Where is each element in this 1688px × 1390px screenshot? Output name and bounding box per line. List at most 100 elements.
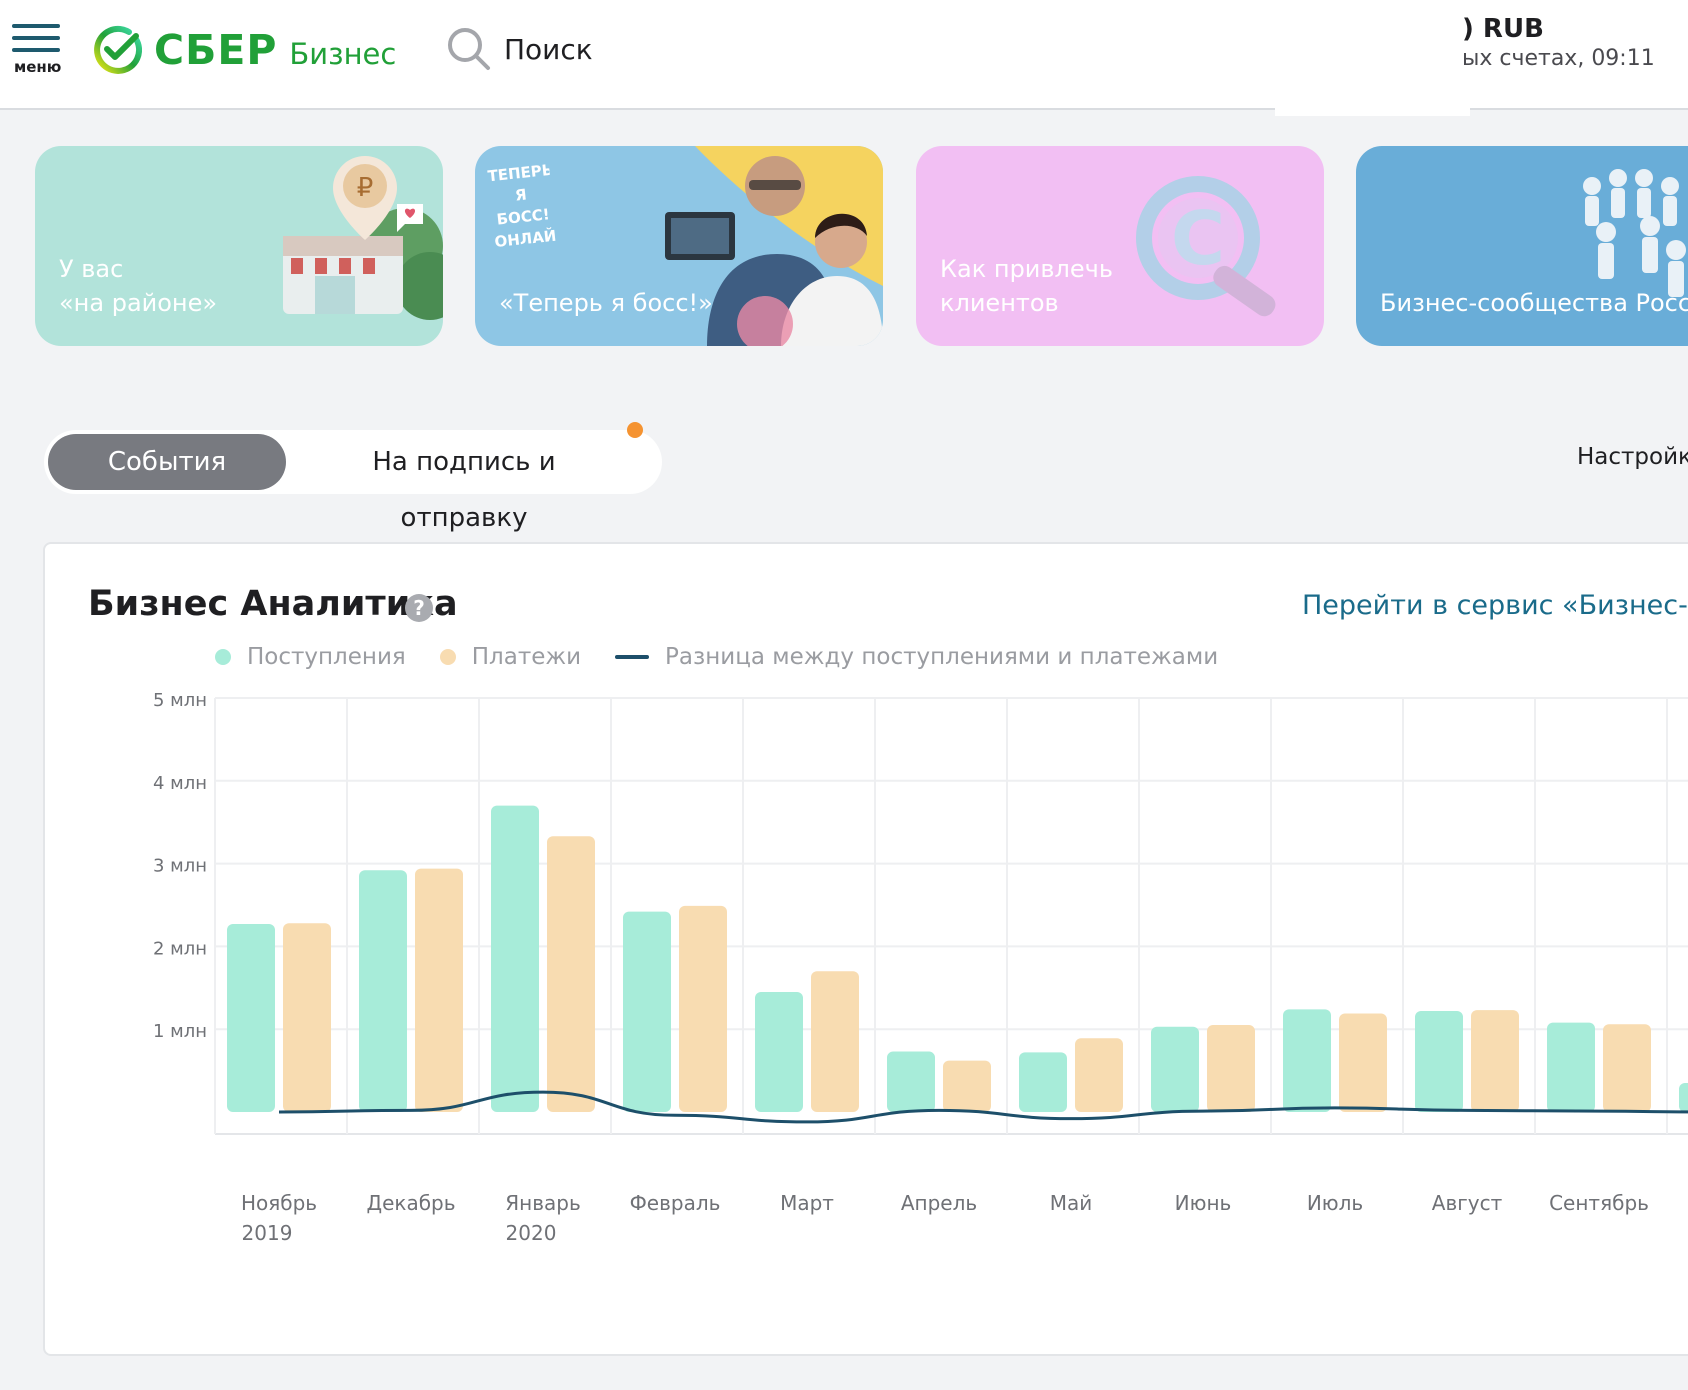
- income-bar: [1415, 1010, 1463, 1112]
- x-tick-label: Ноябрь: [241, 1191, 317, 1215]
- boss-show-badge: ТЕПЕРЬ Я БОСС! ОНЛАЙН: [486, 160, 558, 252]
- payments-bar: [1207, 1025, 1255, 1112]
- business-analytics-panel: Бизнес Аналитика ? Перейти в сервис «Биз…: [43, 542, 1688, 1356]
- svg-text:₽: ₽: [357, 173, 374, 203]
- chart-legend: Поступления Платежи Разница между поступ…: [215, 644, 1252, 670]
- x-tick-label: Июнь: [1175, 1191, 1232, 1215]
- promo-line1: Бизнес-сообщества Росси: [1380, 289, 1688, 317]
- promo-card-communities[interactable]: Бизнес-сообщества Росси: [1356, 146, 1688, 346]
- legend-difference[interactable]: Разница между поступлениями и платежами: [615, 644, 1218, 670]
- hamburger-line: [12, 36, 60, 40]
- legend-payments[interactable]: Платежи: [439, 644, 582, 670]
- search-icon: [448, 28, 490, 70]
- search-label: Поиск: [504, 32, 593, 66]
- x-tick-label: Май: [1050, 1191, 1093, 1215]
- promo-line2: «на районе»: [59, 289, 218, 317]
- sber-business-logo[interactable]: СБЕР Бизнес: [92, 24, 396, 76]
- payments-bar: [415, 868, 463, 1112]
- payments-bar: [679, 905, 727, 1112]
- boss-show-illustration: [665, 146, 883, 346]
- copyright-magnifier-illustration: C: [1136, 176, 1276, 317]
- help-icon[interactable]: ?: [405, 594, 433, 622]
- legend-income[interactable]: Поступления: [215, 644, 406, 670]
- events-tabs: События На подпись и отправку: [44, 430, 662, 533]
- x-tick-label: Сентябрь: [1549, 1191, 1649, 1215]
- y-tick-label: 3 млн: [153, 856, 207, 877]
- x-tick-label: Июль: [1307, 1191, 1363, 1215]
- x-tick-sublabel: 2019: [242, 1221, 293, 1245]
- payments-bar: [943, 1060, 991, 1112]
- tab-sign-and-send[interactable]: На подпись и отправку: [372, 447, 556, 533]
- promo-card-district[interactable]: ₽ У вас «на районе»: [35, 146, 443, 346]
- promo-line1: «Теперь я босс!»: [499, 289, 713, 317]
- promo-line2: клиентов: [940, 289, 1059, 317]
- income-bar-partial: [1679, 1083, 1688, 1112]
- x-tick-sublabel: 2020: [506, 1221, 557, 1245]
- panel-title: Бизнес Аналитика: [88, 584, 458, 624]
- settings-link[interactable]: Настройка: [1577, 444, 1688, 470]
- analytics-bar-chart: 5 млн 4 млн 3 млн 2 млн 1 млн Ноябрь 2019 Декаб…: [153, 690, 1688, 1245]
- legend-difference-swatch: [615, 655, 650, 659]
- legend-payments-swatch: [439, 649, 456, 665]
- sber-logo-icon: [94, 25, 142, 74]
- y-tick-label: 5 млн: [153, 690, 207, 711]
- income-bar: [227, 924, 275, 1112]
- promo-text: «Теперь я босс!»: [499, 286, 713, 320]
- balance-info: ых счетах, 09:11: [1462, 46, 1655, 71]
- brand-subtitle: Бизнес: [289, 37, 397, 71]
- menu-label: меню: [14, 58, 62, 76]
- payments-bar: [1471, 1010, 1519, 1112]
- tab-events[interactable]: События: [48, 434, 286, 490]
- payments-bar: [1075, 1038, 1123, 1112]
- hamburger-line: [12, 24, 60, 28]
- x-tick-label: Апрель: [901, 1191, 977, 1215]
- payments-bar: [1339, 1013, 1387, 1112]
- x-tick-label: Декабрь: [366, 1191, 455, 1215]
- payments-bar: [811, 971, 859, 1112]
- payments-bar: [1603, 1024, 1651, 1112]
- y-tick-label: 4 млн: [153, 773, 207, 794]
- x-tick-label: Январь: [505, 1191, 581, 1215]
- difference-line: [278, 1090, 1688, 1124]
- x-tick-label: Март: [780, 1191, 834, 1215]
- income-bar: [755, 991, 803, 1112]
- income-bar: [359, 870, 407, 1112]
- payments-bar: [283, 923, 331, 1112]
- income-bar: [491, 805, 539, 1112]
- y-tick-label: 2 млн: [153, 938, 207, 959]
- balance-amount: ) RUB: [1462, 14, 1544, 44]
- promo-text: Как привлечь клиентов: [940, 252, 1113, 320]
- balance-summary[interactable]: ) RUB ых счетах, 09:11: [1462, 14, 1688, 71]
- income-bar: [1547, 1022, 1595, 1112]
- header-notch: [1275, 100, 1470, 116]
- shop-location-illustration: ₽: [283, 156, 443, 320]
- legend-income-swatch: [215, 649, 231, 665]
- promo-line1: Как привлечь: [940, 255, 1113, 283]
- income-bar: [1283, 1009, 1331, 1112]
- search-button[interactable]: Поиск: [446, 26, 593, 72]
- hamburger-line: [12, 48, 60, 52]
- x-tick-label: Февраль: [630, 1191, 721, 1215]
- x-tick-label: Август: [1432, 1191, 1503, 1215]
- y-tick-label: 1 млн: [153, 1021, 207, 1042]
- brand-name: СБЕР: [154, 26, 278, 74]
- income-bar: [623, 911, 671, 1112]
- payments-bar: [547, 836, 595, 1112]
- income-bar: [887, 1051, 935, 1112]
- income-bar: [1019, 1052, 1067, 1112]
- promo-text: Бизнес-сообщества Росси: [1380, 286, 1688, 320]
- top-header: меню СБЕР Бизнес Поиск ) RUB ых счетах, …: [0, 0, 1688, 110]
- promo-line1: У вас: [59, 255, 124, 283]
- legend-payments-label: Платежи: [471, 644, 582, 670]
- promo-text: У вас «на районе»: [59, 252, 217, 320]
- svg-text:C: C: [1171, 196, 1225, 282]
- promo-card-boss[interactable]: ТЕПЕРЬ Я БОСС! ОНЛАЙН «Теперь я босс!»: [475, 146, 883, 346]
- paper-people-illustration: [1583, 169, 1686, 297]
- open-analytics-service-link[interactable]: Перейти в сервис «Бизнес-ан: [1302, 590, 1688, 621]
- menu-button[interactable]: меню: [12, 24, 62, 80]
- promo-card-clients[interactable]: C Как привлечь клиентов: [916, 146, 1324, 346]
- notification-dot: [627, 422, 643, 438]
- income-bar: [1151, 1026, 1199, 1112]
- legend-income-label: Поступления: [247, 644, 406, 670]
- legend-difference-label: Разница между поступлениями и платежами: [665, 644, 1219, 670]
